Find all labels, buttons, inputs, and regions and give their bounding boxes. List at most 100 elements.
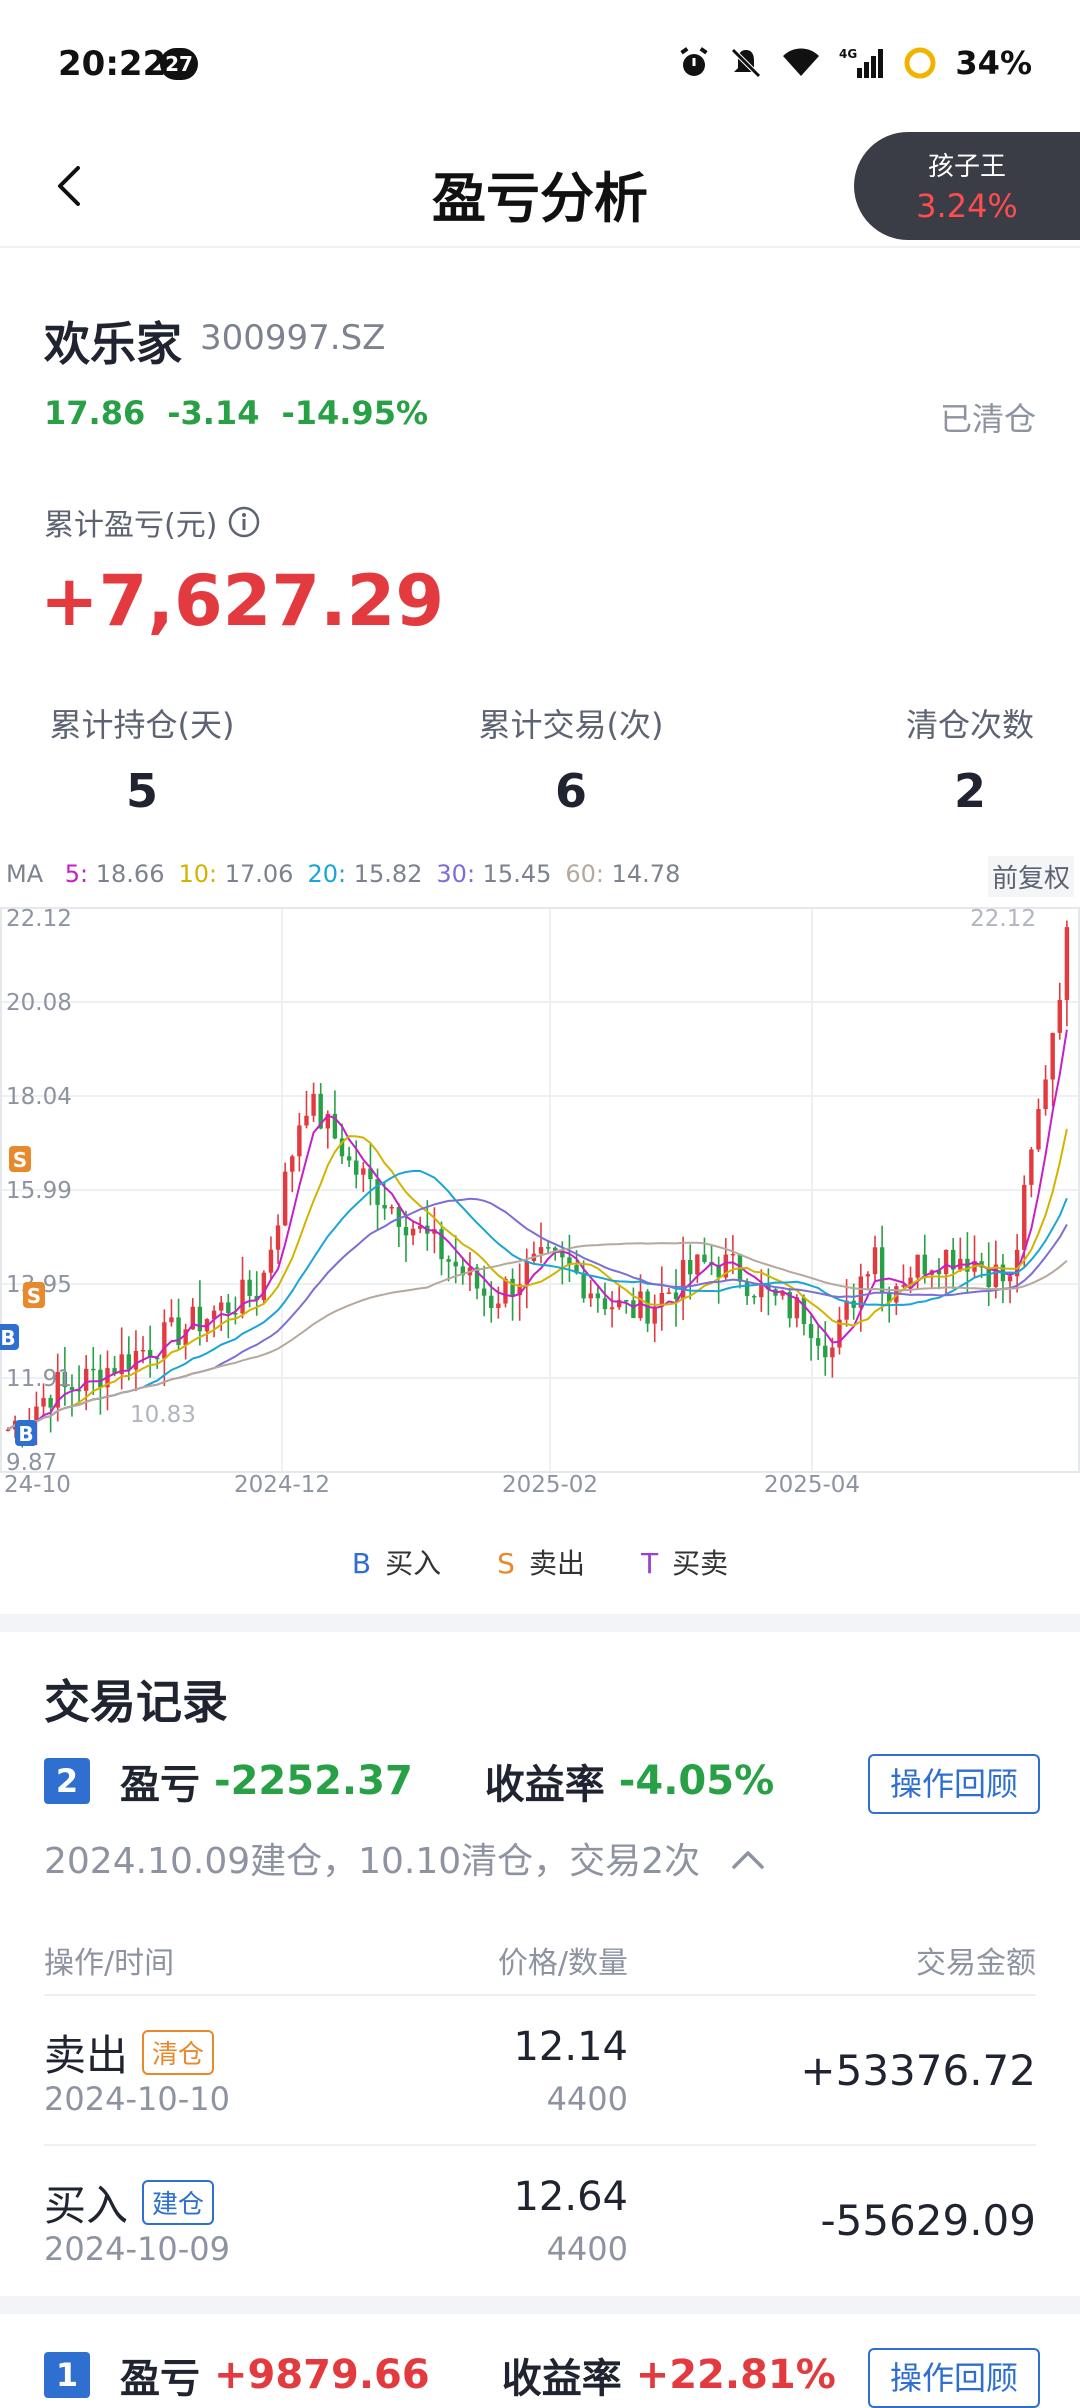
open-tag: 建仓 bbox=[142, 2180, 215, 2225]
candle-body bbox=[865, 1274, 871, 1277]
adjust-toggle[interactable]: 前复权 bbox=[987, 856, 1074, 897]
stat-value: 5 bbox=[125, 764, 158, 818]
review-button[interactable]: 操作回顾 bbox=[868, 1754, 1040, 1814]
candle-body bbox=[815, 1338, 821, 1346]
candle-body bbox=[62, 1371, 68, 1388]
trade-marker-bg bbox=[15, 1420, 37, 1446]
candle-body bbox=[1043, 1079, 1048, 1110]
stock-change: -3.14 bbox=[167, 394, 260, 432]
legend-label: 买入 bbox=[385, 1547, 442, 1580]
candle-body bbox=[268, 1249, 274, 1273]
record-index-badge: 1 bbox=[44, 2352, 90, 2398]
ma-indicator-row: MA 5: 18.66 10: 17.06 20: 15.82 30: 15.45 60… bbox=[6, 860, 680, 888]
x-tick-label: 24-10 bbox=[4, 1472, 71, 1494]
peer-stock-value: 3.24% bbox=[916, 187, 1018, 225]
candle-body bbox=[560, 1250, 565, 1258]
chevron-up-icon[interactable] bbox=[728, 1843, 768, 1873]
candle-body bbox=[311, 1093, 316, 1116]
candle-body bbox=[460, 1266, 466, 1276]
status-time: 20:22 bbox=[58, 44, 167, 84]
candle-body bbox=[538, 1247, 544, 1254]
candle-body bbox=[290, 1156, 295, 1172]
record-group-header: 2 盈亏 -2252.37 收益率 -4.05% bbox=[44, 1752, 774, 1810]
trade-marker-buy: B bbox=[18, 1422, 33, 1446]
ma-line-20 bbox=[7, 1170, 1068, 1431]
candle-body bbox=[908, 1277, 913, 1286]
candle-body bbox=[794, 1297, 800, 1319]
candle-body bbox=[481, 1288, 487, 1296]
candle-body bbox=[553, 1247, 558, 1251]
candle-body bbox=[261, 1272, 267, 1301]
ma-key: 10: bbox=[178, 860, 218, 888]
candlestick-chart[interactable]: 22.1220.0818.0415.9913.9511.919.8724-102… bbox=[0, 894, 1080, 1494]
candle-body bbox=[1022, 1184, 1027, 1250]
mute-icon bbox=[731, 48, 762, 78]
chart-frame bbox=[0, 907, 1080, 1473]
trade-amount: +53376.72 bbox=[800, 2046, 1036, 2095]
trade-marker-bg bbox=[0, 1324, 19, 1350]
trade-marker-bg bbox=[9, 1146, 31, 1172]
record-summary[interactable]: 2024.10.09建仓，10.10清仓，交易2次 bbox=[44, 1832, 768, 1884]
legend-key: T bbox=[640, 1547, 659, 1580]
review-button[interactable]: 操作回顾 bbox=[868, 2348, 1040, 2408]
back-icon[interactable] bbox=[42, 156, 102, 216]
record-group-header: 1 盈亏 +9879.66 收益率 +22.81% bbox=[44, 2346, 836, 2404]
candle-body bbox=[233, 1313, 238, 1315]
row-divider bbox=[44, 2144, 1036, 2146]
y-tick-label: 15.99 bbox=[6, 1178, 72, 1204]
trade-op-label: 买入 bbox=[44, 2181, 129, 2230]
signal-icon: 4G bbox=[839, 47, 884, 78]
candle-body bbox=[609, 1307, 615, 1310]
candle-body bbox=[588, 1293, 593, 1299]
candle-body bbox=[112, 1368, 117, 1375]
candle-body bbox=[1036, 1109, 1041, 1150]
candle-body bbox=[155, 1357, 160, 1360]
candle-body bbox=[453, 1261, 458, 1267]
trade-op: 买入 建仓 bbox=[44, 2172, 215, 2233]
candle-body bbox=[34, 1406, 39, 1421]
candle-body bbox=[887, 1292, 892, 1303]
y-tick-label: 18.04 bbox=[6, 1084, 72, 1110]
stat-label: 累计交易(次) bbox=[478, 706, 664, 744]
candle-body bbox=[581, 1273, 586, 1299]
stat-clear-count: 清仓次数 2 bbox=[902, 700, 1038, 818]
stat-holding-days: 累计持仓(天) 5 bbox=[44, 700, 240, 818]
candle-body bbox=[375, 1179, 380, 1205]
candle-body bbox=[1007, 1276, 1013, 1282]
section-divider bbox=[0, 1614, 1080, 1632]
candle-body bbox=[716, 1264, 721, 1278]
candle-body bbox=[858, 1276, 863, 1308]
trade-marker-sell: S bbox=[13, 1148, 27, 1172]
ma-value: 18.66 bbox=[88, 860, 165, 888]
candle-body bbox=[1057, 999, 1062, 1033]
y-tick-label: 22.12 bbox=[6, 906, 72, 932]
stat-value: 2 bbox=[953, 764, 986, 818]
peer-stock-pill[interactable]: 孩子王 3.24% bbox=[854, 132, 1080, 240]
info-icon[interactable] bbox=[227, 505, 261, 539]
candle-body bbox=[346, 1156, 352, 1161]
records-title: 交易记录 bbox=[44, 1675, 228, 1729]
ma-value: 15.45 bbox=[475, 860, 552, 888]
legend-key: B bbox=[351, 1547, 372, 1580]
candle-body bbox=[659, 1292, 665, 1307]
candle-body bbox=[41, 1398, 46, 1407]
ma-value: 17.06 bbox=[217, 860, 294, 888]
candle-body bbox=[915, 1254, 920, 1278]
candle-body bbox=[652, 1306, 657, 1324]
candle-body bbox=[510, 1278, 515, 1296]
candle-body bbox=[361, 1168, 366, 1175]
battery-icon bbox=[904, 47, 936, 79]
row-divider bbox=[44, 1994, 1036, 1996]
stock-change-pct: -14.95% bbox=[281, 394, 429, 432]
candle-body bbox=[496, 1303, 501, 1309]
candle-body bbox=[304, 1115, 309, 1126]
record-pl-value: +9879.66 bbox=[214, 2352, 430, 2398]
candle-body bbox=[382, 1204, 387, 1209]
record-index-badge: 2 bbox=[44, 1758, 90, 1804]
record-summary-text: 2024.10.09建仓，10.10清仓，交易2次 bbox=[44, 1841, 701, 1882]
candle-body bbox=[808, 1323, 814, 1339]
candle-body bbox=[140, 1349, 146, 1352]
legend-label: 买卖 bbox=[672, 1547, 729, 1580]
candle-body bbox=[55, 1371, 60, 1408]
ma-item: 10: 17.06 bbox=[178, 860, 293, 888]
